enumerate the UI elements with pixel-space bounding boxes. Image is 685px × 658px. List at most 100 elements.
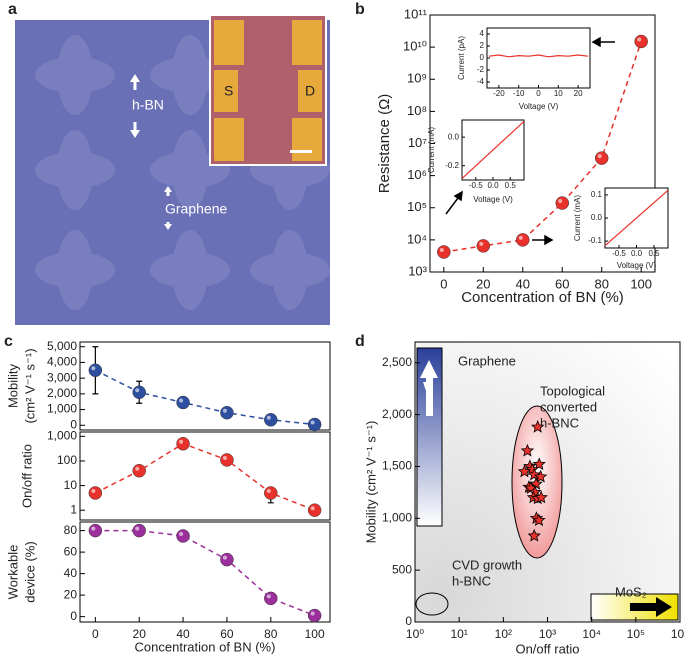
data-point	[555, 196, 569, 210]
y-tick-label: 0.1	[591, 190, 603, 199]
y-tick-label: 10⁶	[407, 167, 427, 182]
highlight	[266, 415, 271, 420]
y-tick-label: 10⁵	[407, 199, 427, 214]
annotation: h-BNC	[452, 573, 491, 588]
y-tick-label: 100	[57, 453, 77, 467]
y-tick-label: 1	[70, 502, 77, 516]
y-axis-label: Current (mA)	[573, 195, 582, 242]
arrow	[656, 597, 672, 617]
data-point	[534, 469, 548, 483]
x-tick-label: 0	[536, 89, 541, 98]
y-tick-label: 40	[64, 566, 78, 580]
highlight	[310, 420, 315, 425]
y-tick-label: 1,000	[47, 402, 77, 416]
plot-frame	[79, 521, 331, 623]
data-point	[88, 486, 103, 500]
y-tick-label: 10	[64, 478, 78, 492]
panel-label: c	[4, 333, 13, 350]
y-tick-label: 0.0	[448, 132, 460, 141]
y-axis-label: Current (mA)	[427, 127, 436, 174]
x-tick-label: 80	[264, 627, 278, 641]
x-tick-label: 10⁶	[671, 627, 685, 641]
highlight	[135, 388, 140, 393]
data-point	[307, 608, 322, 623]
scale-bar	[290, 150, 312, 153]
y-tick-label: 1,500	[382, 459, 412, 473]
y-tick-label: 0	[405, 614, 412, 628]
highlight	[135, 466, 140, 471]
highlight	[266, 594, 271, 599]
cvd-region	[415, 592, 449, 616]
data-point	[517, 464, 532, 478]
data-line	[461, 120, 525, 180]
data-point	[594, 151, 609, 165]
y-tick-label: 4	[480, 29, 485, 38]
highlight	[222, 455, 227, 460]
data-point	[220, 552, 234, 567]
x-tick-label: 20	[476, 276, 490, 291]
label: D	[305, 83, 315, 99]
x-axis-label: Concentration of BN (%)	[461, 289, 624, 306]
data-point	[534, 490, 548, 504]
label: h-BN	[132, 97, 164, 113]
highlight	[91, 526, 96, 531]
x-axis-label: Voltage (V)	[473, 195, 513, 204]
x-axis-label: On/off ratio	[515, 641, 579, 656]
plot-frame	[79, 431, 331, 521]
annotation: MoS₂	[615, 584, 647, 599]
x-axis-label: Voltage (V)	[617, 261, 657, 270]
y-tick-label: 10⁷	[408, 135, 427, 150]
data-point	[132, 523, 146, 538]
y-tick-label: 60	[64, 544, 78, 558]
x-tick-label: -20	[493, 89, 505, 98]
y-axis-label: Current (pA)	[457, 36, 466, 80]
panel-label: d	[355, 333, 365, 350]
x-tick-label: 20	[574, 89, 583, 98]
data-point	[307, 503, 322, 517]
x-tick-label: 60	[555, 276, 569, 291]
y-axis-label: Mobility	[5, 363, 20, 408]
x-tick-label: 0.0	[631, 249, 643, 258]
y-axis-label: On/off ratio	[19, 444, 34, 508]
data-point	[531, 419, 545, 433]
data-line	[488, 54, 589, 58]
y-axis-label: (cm² V⁻¹ s⁻¹)	[22, 348, 37, 423]
data-point	[532, 457, 546, 471]
highlight	[135, 526, 140, 531]
data-point	[176, 395, 190, 410]
data-point	[476, 239, 491, 253]
annotation: converted	[540, 399, 597, 414]
y-tick-label: 10¹¹	[404, 6, 428, 21]
y-tick-label: 10⁹	[407, 71, 427, 86]
highlight	[91, 366, 96, 371]
data-point	[132, 464, 146, 478]
highlight	[637, 37, 642, 42]
inset-arrows	[445, 36, 615, 246]
annotation: Graphene	[458, 353, 516, 368]
highlight	[597, 154, 602, 159]
highlight	[222, 555, 227, 560]
data-point	[520, 443, 535, 457]
inset-background	[487, 28, 590, 88]
y-axis-label: Resistance (Ω)	[376, 94, 393, 194]
x-tick-label: 100	[305, 627, 325, 641]
x-tick-label: 10⁵	[627, 627, 645, 641]
data-point	[88, 363, 103, 378]
x-tick-label: -10	[513, 89, 525, 98]
label: S	[224, 83, 233, 99]
annotation: CVD growth	[452, 557, 522, 572]
y-axis-label: Workable	[5, 545, 20, 600]
x-tick-label: 10³	[539, 627, 556, 641]
data-point	[88, 523, 103, 538]
x-tick-label: 40	[516, 276, 530, 291]
data-point	[264, 486, 278, 500]
data-point	[307, 417, 322, 432]
x-axis-label: Concentration of BN (%)	[135, 639, 276, 654]
x-tick-label: 0.5	[505, 181, 517, 190]
y-tick-label: 0	[480, 53, 485, 62]
x-tick-label: 10	[554, 89, 563, 98]
trend-line	[95, 442, 315, 511]
electrodes	[214, 20, 322, 161]
data-point	[634, 34, 648, 49]
